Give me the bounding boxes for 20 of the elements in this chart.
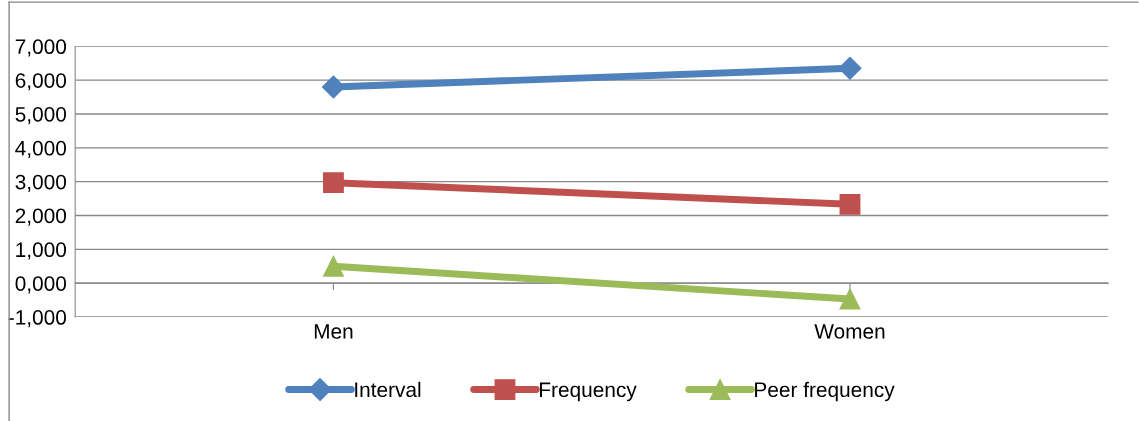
- x-tick-label: Women: [814, 324, 885, 339]
- y-tick-label: 0,000: [15, 276, 67, 294]
- y-tick-label: 3,000: [15, 174, 67, 192]
- point: [323, 172, 344, 194]
- legend-label: Interval: [355, 381, 421, 398]
- y-tick-label: 6,000: [15, 73, 67, 91]
- point: [321, 75, 345, 99]
- y-tick-label: 1,000: [16, 242, 67, 260]
- legend-label: Frequency: [540, 382, 637, 402]
- point: [323, 255, 344, 277]
- y-tick-label: 4,000: [15, 140, 67, 159]
- y-tick-label: 2,000: [15, 208, 67, 226]
- y-tick-label: 5,000: [15, 106, 67, 125]
- y-tick-label: -1,000: [8, 310, 67, 328]
- x-tick-label: Men: [314, 324, 353, 339]
- y-tick-label: 7,000: [15, 39, 67, 57]
- legend-label: Peer frequency: [755, 381, 895, 402]
- point: [838, 56, 862, 80]
- point: [839, 288, 861, 310]
- point: [839, 193, 861, 215]
